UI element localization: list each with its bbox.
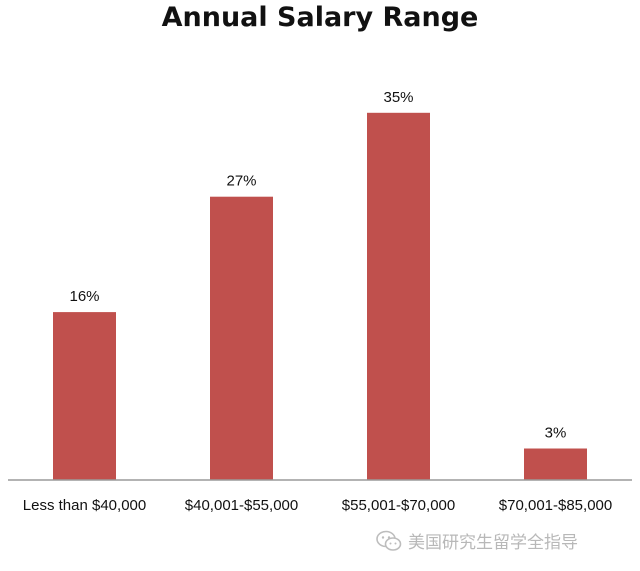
x-tick-label-3: $70,001-$85,000 xyxy=(499,497,612,514)
watermark-text: 美国研究生留学全指导 xyxy=(408,533,578,553)
chart-title: Annual Salary Range xyxy=(161,2,479,33)
x-tick-label-1: $40,001-$55,000 xyxy=(185,497,298,514)
labels-layer: 16% Less than $40,000 27% $40,001-$55,000 35… xyxy=(23,89,612,514)
bar-0 xyxy=(53,312,116,480)
bars-layer xyxy=(53,112,587,481)
data-label-1: 27% xyxy=(226,173,256,190)
data-label-2: 35% xyxy=(383,89,413,106)
x-tick-label-2: $55,001-$70,000 xyxy=(342,497,455,514)
data-label-0: 16% xyxy=(69,288,99,305)
wechat-icon xyxy=(376,530,402,552)
data-label-3: 3% xyxy=(545,425,567,442)
watermark: 美国研究生留学全指导 xyxy=(376,528,578,553)
bar-2 xyxy=(367,112,430,481)
x-tick-label-0: Less than $40,000 xyxy=(23,497,146,514)
bar-3 xyxy=(524,448,587,480)
bar-1 xyxy=(210,196,273,480)
